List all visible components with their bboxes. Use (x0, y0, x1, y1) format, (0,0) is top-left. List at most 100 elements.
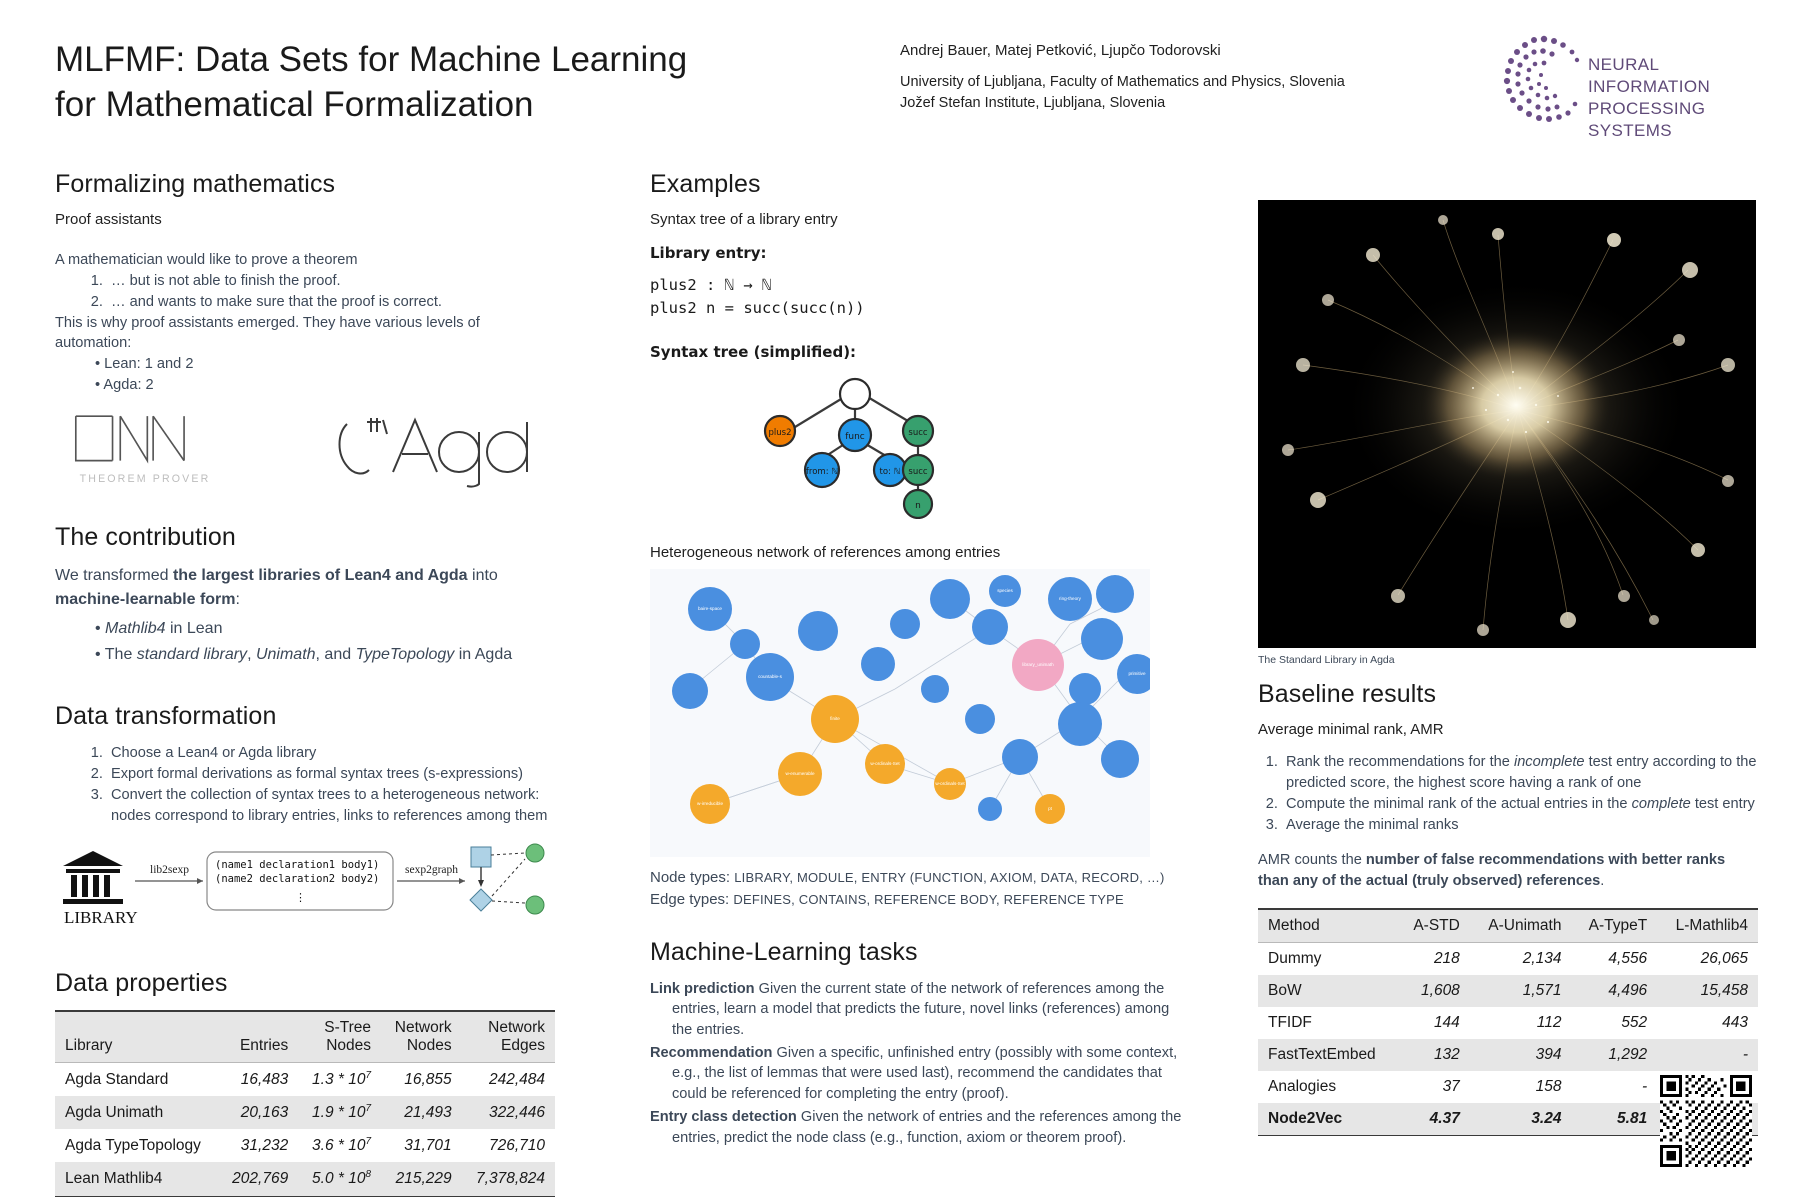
network-node (1117, 653, 1150, 694)
cell-stree: 1.3 * 107 (312, 1069, 372, 1089)
network-node-label: baire-space (698, 606, 722, 611)
network-node-label: ring-theory (1059, 596, 1082, 601)
network-node (1101, 739, 1139, 778)
pipeline-diagram: LIBRARY lib2sexp (name1 declaration1 bod… (63, 843, 545, 927)
network-node (930, 578, 970, 619)
network-node (978, 796, 1002, 821)
pipeline-sexp-line2: (name2 declaration2 body2) (215, 873, 379, 885)
network-node-label: finite (830, 716, 840, 721)
pipeline-arrow1-label: lib2sexp (150, 864, 189, 876)
network-node (1048, 576, 1092, 621)
cell-net-nodes: 21,493 (404, 1103, 452, 1121)
column-header-a-unimath: A-Unimath (1469, 909, 1572, 943)
tree-node-func-label: func (845, 432, 865, 442)
network-node-label: species (997, 588, 1013, 593)
section-data-properties: Data properties Library Entries S-Tree N… (55, 969, 555, 1197)
header-line-1: Network (394, 1018, 452, 1036)
section-formalizing-mathematics: Formalizing mathematics Proof assistants… (55, 170, 555, 505)
cell-entries: 202,769 (232, 1170, 289, 1188)
edge-types-row: Edge types: DEFINES, CONTAINS, REFERENCE… (650, 889, 1190, 912)
header-line-2: Nodes (326, 1036, 372, 1054)
agda-library-visualization (1258, 200, 1756, 648)
formalizing-automation-list: Lean: 1 and 2 Agda: 2 (95, 354, 555, 396)
tree-node-plus2 (763, 414, 797, 447)
network-node (798, 610, 838, 651)
cell-a-std: 4.37 (1429, 1110, 1460, 1127)
column-header-stree-nodes: S-Tree Nodes (298, 1010, 382, 1063)
column-right: The Standard Library in Agda Baseline re… (1258, 200, 1758, 1136)
list-item: … but is not able to finish the proof. (107, 271, 555, 292)
cell-net-nodes: 16,855 (404, 1070, 452, 1088)
tree-node-plus2-label: plus2 (769, 428, 792, 438)
cell-library: Lean Mathlib4 (65, 1170, 163, 1188)
contribution-lead-post: : (235, 591, 240, 609)
tree-node-succ-2 (901, 453, 935, 486)
library-icon (63, 850, 123, 904)
cell-a-typet: 4,496 (1608, 982, 1648, 999)
amr-note: AMR counts the number of false recommend… (1258, 850, 1758, 892)
network-node (1012, 638, 1064, 691)
qr-code[interactable] (1660, 1075, 1752, 1167)
table-row: Agda Unimath 20,163 1.9 * 107 21,493 322… (55, 1096, 555, 1130)
table-row: Lean Mathlib4 202,769 5.0 * 108 215,229 … (55, 1162, 555, 1197)
prover-logos: THEOREM PROVER (55, 410, 555, 505)
list-item: Compute the minimal rank of the actual e… (1282, 794, 1758, 815)
syntax-tree-diagram: plus2 func from: ℕ to: ℕ succ succ n (763, 377, 935, 519)
list-item: Mathlib4 in Lean (95, 616, 555, 642)
column-header-a-std: A-STD (1397, 909, 1470, 943)
tree-node-succ-1 (901, 414, 935, 447)
column-header-l-mathlib4: L-Mathlib4 (1657, 909, 1758, 943)
qr-code-icon[interactable] (1660, 1075, 1752, 1167)
cell-library: Agda Standard (65, 1070, 169, 1088)
list-item: Choose a Lean4 or Agda library (107, 743, 555, 764)
tree-node-from-label: from: ℕ (806, 467, 838, 477)
network-node (989, 574, 1021, 607)
list-item: Lean: 1 and 2 (95, 354, 555, 375)
network-figure-caption: Heterogeneous network of references amon… (650, 543, 1001, 561)
library-entry-label: Library entry: (650, 244, 767, 262)
tree-node-func (837, 417, 873, 452)
cell-stree: 5.0 * 108 (312, 1169, 372, 1188)
examples-subheading: Syntax tree of a library entry (650, 211, 838, 228)
bullet-0-rest: in Lean (165, 620, 223, 638)
cell-l-mathlib4: 26,065 (1700, 950, 1748, 967)
network-graph: baire-space countable-s library_unimath … (672, 574, 1150, 824)
network-node (1058, 701, 1102, 746)
ml-task-item: Link prediction Given the current state … (650, 979, 1190, 1041)
title-line-1: MLFMF: Data Sets for Machine Learning (55, 40, 688, 79)
data-properties-table: Library Entries S-Tree Nodes Network Nod… (55, 1009, 555, 1197)
cell-a-std: 218 (1433, 950, 1460, 967)
ml-task-name: Recommendation (650, 1044, 773, 1061)
cell-net-edges: 242,484 (488, 1070, 545, 1088)
contribution-lead-pre: We transformed (55, 567, 173, 585)
pipeline-arrow2-label: sexp2graph (405, 864, 458, 876)
contribution-lead-bold: the largest libraries of Lean4 and Agda (172, 567, 468, 585)
table-row: Agda TypeTopology 31,232 3.6 * 107 31,70… (55, 1129, 555, 1163)
cell-method: Analogies (1268, 1078, 1337, 1095)
column-header-library: Library (55, 1010, 219, 1063)
data-properties-heading: Data properties (55, 968, 228, 997)
cell-net-nodes: 215,229 (395, 1170, 452, 1188)
tree-node-root (838, 377, 872, 410)
network-node-label: countable-s (758, 674, 782, 679)
library-entry-code: plus2 : ℕ → ℕ plus2 n = succ(succ(n)) (650, 274, 1190, 321)
network-node-label: library_unimath (1022, 662, 1054, 667)
contribution-bullets: Mathlib4 in Lean The standard library, U… (95, 616, 555, 668)
cell-a-unimath: 1,571 (1522, 982, 1562, 999)
network-node (1081, 617, 1123, 660)
neurips-logo-line-2: PROCESSING SYSTEMS (1588, 99, 1706, 141)
table-row: BoW 1,608 1,571 4,496 15,458 (1258, 975, 1758, 1007)
cell-entries: 16,483 (240, 1070, 289, 1088)
column-header-entries: Entries (218, 1010, 299, 1063)
cell-a-unimath: 2,134 (1522, 950, 1562, 967)
network-figure: baire-space countable-s library_unimath … (650, 568, 1150, 857)
cell-method: Dummy (1268, 950, 1322, 967)
pipeline-sexp-line1: (name1 declaration1 body1) (215, 859, 379, 871)
neurips-logo-text: NEURAL INFORMATION PROCESSING SYSTEMS (1588, 54, 1765, 142)
amr-note-pre: AMR counts the (1258, 852, 1366, 868)
tree-node-succ-1-label: succ (908, 428, 927, 438)
cell-a-typet: 1,292 (1608, 1046, 1648, 1063)
list-item: The standard library, Unimath, and TypeT… (95, 642, 555, 668)
network-node (921, 674, 949, 703)
poster-header: MLFMF: Data Sets for Machine Learning fo… (0, 0, 1800, 160)
